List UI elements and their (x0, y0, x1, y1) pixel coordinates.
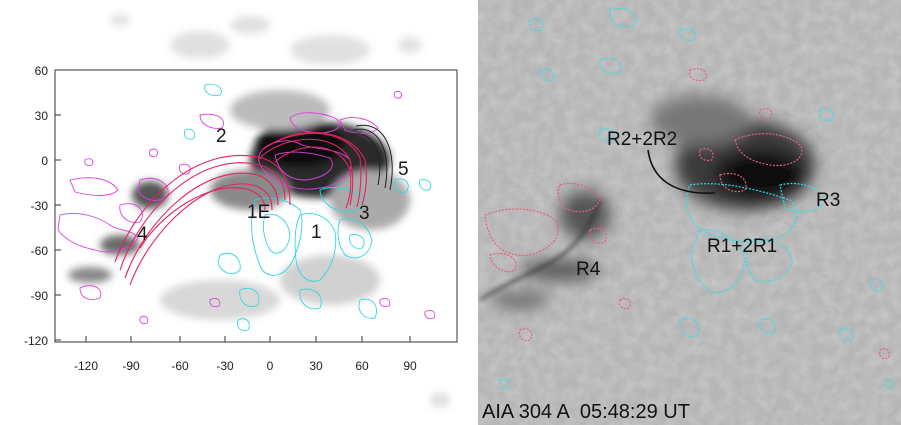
x-tick-label: -60 (171, 359, 189, 373)
left-field-lines (114, 131, 367, 286)
y-tick-label: 60 (35, 64, 49, 78)
region-label-R3: R3 (816, 190, 840, 211)
x-tick-label: 60 (355, 359, 369, 373)
left-x-axis: -120 -90 -60 -30 0 30 60 90 (74, 359, 417, 373)
left-panel-outer-haze (110, 14, 450, 408)
right-dark-filament (479, 199, 602, 302)
region-label-R1-2R1: R1+2R1 (707, 236, 777, 257)
x-tick-label: 30 (309, 359, 323, 373)
region-label-R2-2R2: R2+2R2 (607, 129, 677, 150)
right-negative-contours (498, 7, 895, 390)
region-label-2: 2 (216, 126, 227, 147)
y-tick-label: -90 (31, 289, 49, 303)
x-tick-label: -30 (216, 359, 234, 373)
right-active-region (490, 95, 815, 308)
y-tick-label: 0 (41, 154, 48, 168)
y-tick-label: -120 (24, 334, 48, 348)
y-tick-label: -60 (31, 244, 49, 258)
left-positive-contours (57, 91, 436, 325)
region-label-4: 4 (137, 224, 148, 245)
left-black-loops (349, 124, 393, 191)
left-region-labels: 2 5 1E 3 4 1 (137, 126, 409, 245)
left-panel: 60 30 0 -30 -60 -90 -120 -120 -90 -60 -3… (24, 14, 458, 408)
right-positive-contours (484, 68, 890, 360)
region-label-3: 3 (359, 203, 370, 224)
right-panel-caption: AIA 304 A 05:48:29 UT (482, 401, 690, 423)
left-x-ticks (85, 336, 411, 342)
right-region-labels: R2+2R2 R3 R1+2R1 R4 (576, 129, 840, 280)
x-tick-label: 90 (403, 359, 417, 373)
region-label-R4: R4 (576, 259, 601, 280)
x-tick-label: -90 (122, 359, 140, 373)
x-tick-label: -120 (74, 359, 98, 373)
region-label-5: 5 (398, 159, 409, 180)
region-label-1: 1 (311, 222, 322, 243)
right-panel: R2+2R2 R3 R1+2R1 R4 AIA 304 A 05:48:29 U… (478, 0, 901, 425)
y-tick-label: -30 (31, 199, 49, 213)
left-y-axis: 60 30 0 -30 -60 -90 -120 (24, 64, 48, 348)
x-tick-label: 0 (267, 359, 274, 373)
y-tick-label: 30 (35, 109, 49, 123)
right-pointer-curve (647, 149, 716, 194)
left-y-ticks (55, 69, 61, 341)
region-label-1E: 1E (247, 202, 270, 223)
